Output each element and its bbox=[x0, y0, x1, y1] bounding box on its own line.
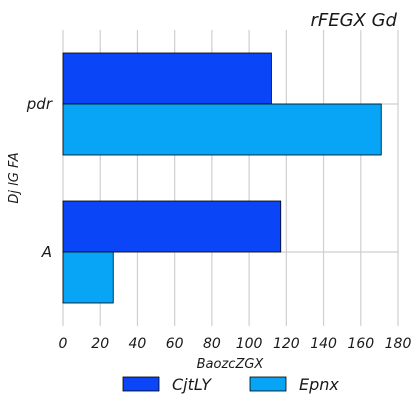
legend-swatch-Epnx bbox=[249, 376, 287, 392]
x-tick-label: 180 bbox=[385, 336, 412, 352]
x-tick-labels: 0 20 40 60 80 100 120 140 160 180 bbox=[59, 336, 412, 352]
x-tick-label: 0 bbox=[59, 336, 68, 352]
x-tick-label: 80 bbox=[203, 336, 221, 352]
x-tick-label: 40 bbox=[129, 336, 147, 352]
x-tick-label: 120 bbox=[273, 336, 300, 352]
bar-CjtLY-A bbox=[62, 200, 282, 253]
x-tick-label: 160 bbox=[347, 336, 374, 352]
y-tick-label: A bbox=[41, 243, 52, 261]
x-tick-label: 60 bbox=[166, 336, 184, 352]
x-tick-label: 20 bbox=[91, 336, 109, 352]
y-tick-labels: pdr A bbox=[26, 95, 53, 261]
bar-CjtLY-pdr bbox=[62, 52, 272, 105]
chart-title: rFEGX Gd bbox=[310, 10, 397, 31]
legend-label-CjtLY: CjtLY bbox=[172, 375, 212, 394]
y-tick-label: pdr bbox=[26, 95, 53, 113]
y-axis-label: Dj lG FA bbox=[7, 152, 22, 203]
legend: CjtLY Epnx bbox=[122, 375, 339, 394]
bar-Epnx-A bbox=[62, 251, 114, 304]
legend-swatch-CjtLY bbox=[122, 376, 160, 392]
legend-label-Epnx: Epnx bbox=[299, 375, 339, 394]
x-tick-label: 100 bbox=[236, 336, 263, 352]
bars bbox=[62, 52, 382, 304]
x-tick-label: 140 bbox=[310, 336, 337, 352]
x-axis-label: BaozcZGX bbox=[197, 357, 265, 372]
bar-Epnx-pdr bbox=[62, 103, 382, 156]
